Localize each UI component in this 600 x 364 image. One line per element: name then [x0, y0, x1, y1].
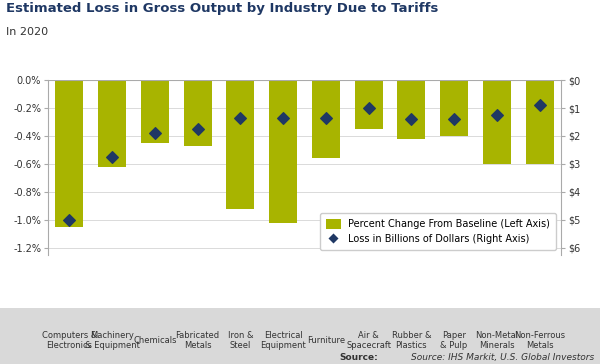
- Text: In 2020: In 2020: [6, 27, 48, 37]
- Text: Iron &
Steel: Iron & Steel: [227, 331, 253, 350]
- Text: Furniture: Furniture: [307, 336, 345, 345]
- Bar: [483, 80, 511, 164]
- Text: Source: IHS Markit, U.S. Global Investors: Source: IHS Markit, U.S. Global Investor…: [411, 353, 594, 362]
- Bar: [226, 80, 254, 209]
- Point: [65, 217, 74, 223]
- Text: Fabricated
Metals: Fabricated Metals: [176, 331, 220, 350]
- Bar: [55, 80, 83, 227]
- Point: [449, 116, 459, 122]
- Text: Electrical
Equipment: Electrical Equipment: [260, 331, 306, 350]
- Legend: Percent Change From Baseline (Left Axis), Loss in Billions of Dollars (Right Axi: Percent Change From Baseline (Left Axis)…: [320, 213, 556, 250]
- Bar: [440, 80, 468, 136]
- Bar: [397, 80, 425, 139]
- Bar: [312, 80, 340, 158]
- Text: Non-Metal
Minerals: Non-Metal Minerals: [475, 331, 518, 350]
- Text: Chemicals: Chemicals: [133, 336, 176, 345]
- Point: [193, 126, 202, 132]
- Bar: [526, 80, 554, 164]
- Text: Machinery
& Equipment: Machinery & Equipment: [85, 331, 140, 350]
- Bar: [269, 80, 297, 223]
- Point: [321, 115, 331, 121]
- Text: Computers &
Electronics: Computers & Electronics: [41, 331, 97, 350]
- Text: Estimated Loss in Gross Output by Industry Due to Tariffs: Estimated Loss in Gross Output by Indust…: [6, 2, 439, 15]
- Point: [278, 115, 288, 121]
- Text: Paper
& Pulp: Paper & Pulp: [440, 331, 468, 350]
- Point: [107, 154, 117, 160]
- Point: [407, 116, 416, 122]
- Bar: [184, 80, 212, 146]
- Bar: [98, 80, 126, 167]
- Text: Air &
Spacecraft: Air & Spacecraft: [346, 331, 391, 350]
- Text: Source:: Source:: [339, 353, 378, 362]
- Bar: [141, 80, 169, 143]
- Point: [236, 115, 245, 121]
- Point: [150, 130, 160, 136]
- Point: [535, 102, 544, 108]
- Text: Non-Ferrous
Metals: Non-Ferrous Metals: [514, 331, 565, 350]
- Bar: [355, 80, 383, 129]
- Point: [492, 112, 502, 118]
- Text: Rubber &
Plastics: Rubber & Plastics: [392, 331, 431, 350]
- Point: [364, 105, 373, 111]
